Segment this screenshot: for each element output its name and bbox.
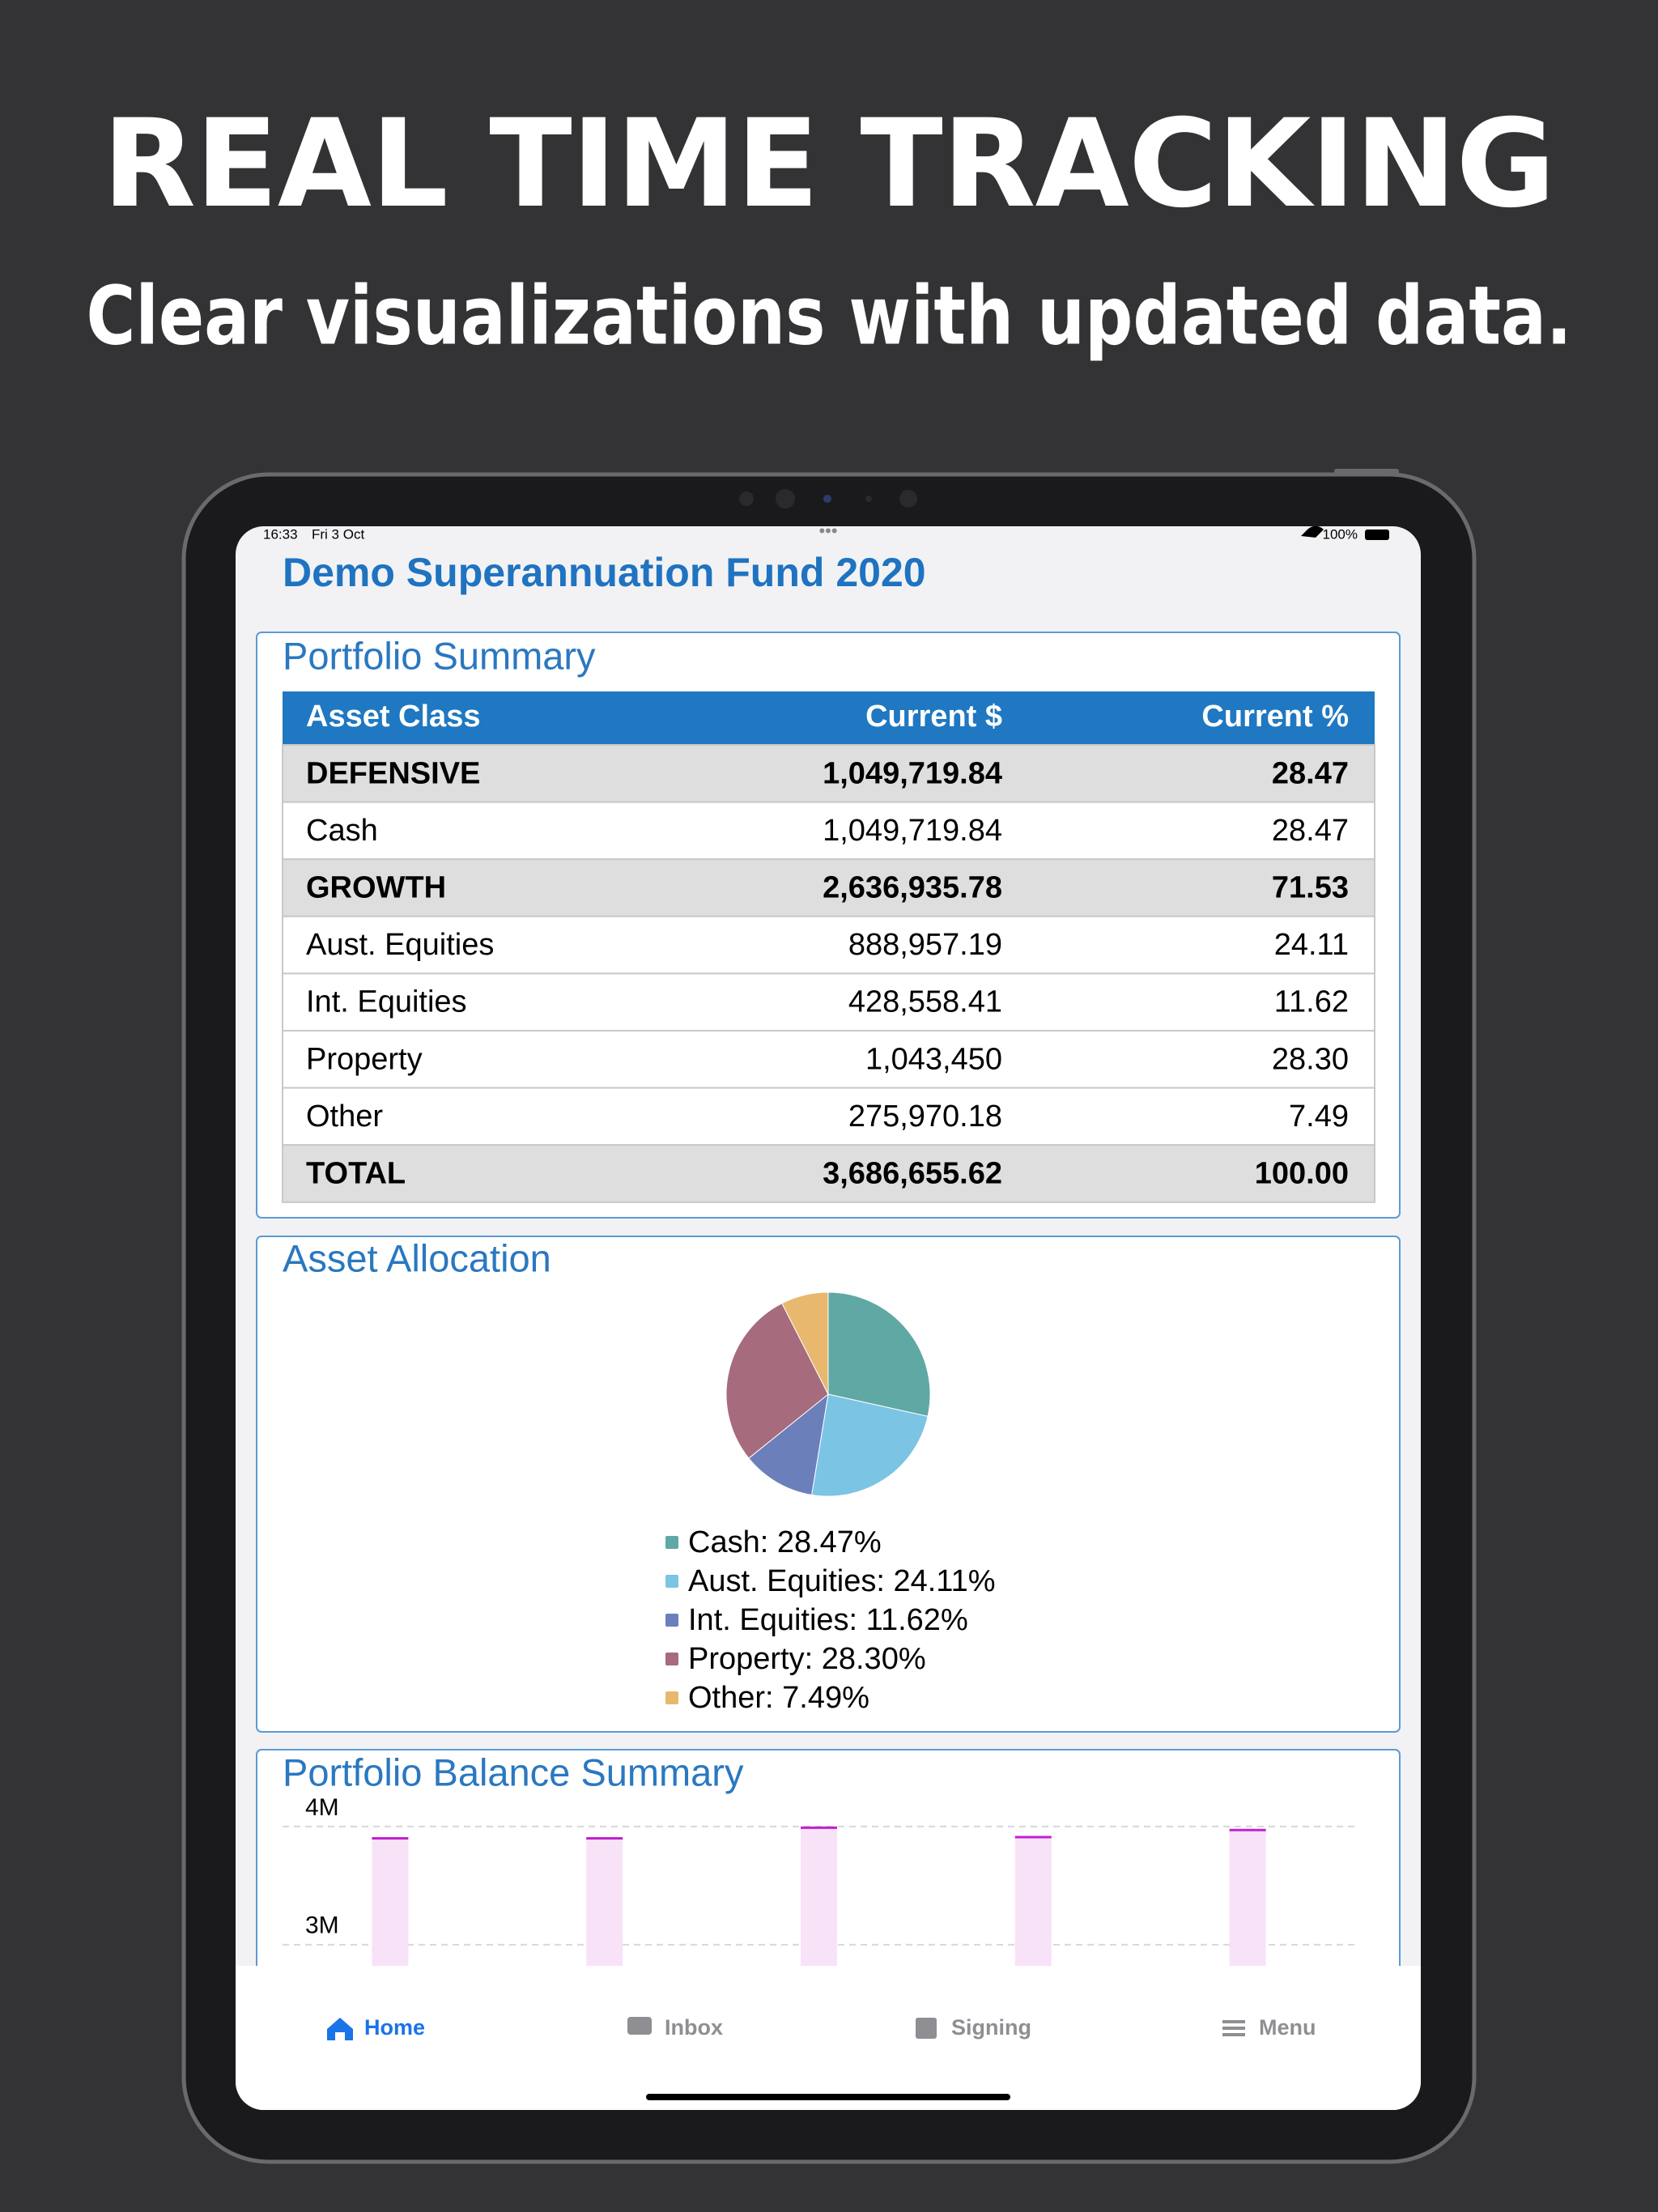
battery-icon: [1365, 530, 1389, 540]
home-icon[interactable]: [327, 2018, 353, 2040]
legend-label: Property: 28.30%: [688, 1642, 926, 1676]
header-subtitle: Clear visualizations with updated data.: [87, 268, 1572, 363]
column-header: Asset Class: [306, 700, 480, 734]
tab-label[interactable]: Home: [364, 2015, 425, 2040]
tab-bar: [236, 1966, 1421, 2110]
status-date: Fri 3 Oct: [312, 526, 364, 542]
table-cell: 100.00: [1255, 1157, 1349, 1191]
status-time: 16:33: [263, 526, 298, 542]
column-header: Current $: [865, 700, 1002, 734]
table-cell: Int. Equities: [306, 985, 467, 1019]
table-cell: GROWTH: [306, 871, 446, 905]
pie-slice: [811, 1393, 929, 1497]
bar: [1229, 1830, 1266, 1968]
signing-icon[interactable]: [916, 2018, 937, 2039]
table-row: [282, 744, 1375, 803]
table-cell: TOTAL: [306, 1157, 406, 1191]
table-cell: Aust. Equities: [306, 928, 494, 962]
legend-marker: [665, 1575, 678, 1588]
table-row: [282, 972, 1375, 1032]
table-cell: 1,049,719.84: [823, 814, 1002, 848]
table-cell: 7.49: [1289, 1100, 1349, 1134]
header-title: REAL TIME TRACKING: [103, 94, 1556, 235]
tab-label[interactable]: Inbox: [665, 2015, 723, 2040]
table-cell: 428,558.41: [848, 985, 1002, 1019]
app-title: Demo Superannuation Fund 2020: [283, 550, 926, 595]
inbox-icon[interactable]: [627, 2017, 652, 2035]
table-row: [282, 1087, 1375, 1146]
table-cell: 2,636,935.78: [823, 871, 1002, 905]
table-cell: 24.11: [1274, 928, 1349, 962]
legend-marker: [665, 1653, 678, 1665]
bar: [1014, 1837, 1052, 1968]
legend-label: Int. Equities: 11.62%: [688, 1603, 968, 1637]
card-title: Portfolio Balance Summary: [283, 1750, 744, 1793]
pie-slice: [748, 1393, 829, 1495]
table-cell: 71.53: [1272, 871, 1349, 905]
table-cell: 3,686,655.62: [823, 1157, 1002, 1191]
column-header: Current %: [1201, 700, 1349, 734]
table-cell: 1,049,719.84: [823, 756, 1002, 790]
table-cell: 11.62: [1274, 985, 1349, 1019]
bar: [586, 1838, 623, 1968]
menu-icon[interactable]: [1222, 2020, 1245, 2036]
table-cell: 1,043,450: [865, 1042, 1002, 1076]
bar: [372, 1838, 409, 1968]
table-row: [282, 1030, 1375, 1089]
table-row: [282, 801, 1375, 861]
table-cell: DEFENSIVE: [306, 756, 480, 790]
table-cell: 275,970.18: [848, 1100, 1002, 1134]
legend-label: Other: 7.49%: [688, 1681, 869, 1715]
legend-label: Cash: 28.47%: [688, 1525, 882, 1559]
y-tick-label: 3M: [305, 1912, 339, 1939]
pie-slice: [781, 1291, 829, 1395]
table-header: [283, 691, 1375, 745]
card-title: Portfolio Summary: [283, 634, 596, 677]
legend-marker: [665, 1536, 678, 1549]
bar: [801, 1827, 837, 1968]
y-tick-label: 4M: [305, 1794, 339, 1821]
tab-label[interactable]: Signing: [951, 2015, 1031, 2040]
table-cell: Property: [306, 1042, 423, 1076]
status-battery: 100%: [1323, 526, 1358, 542]
table-cell: Other: [306, 1100, 383, 1134]
table-cell: 888,957.19: [848, 928, 1002, 962]
table-cell: 28.47: [1272, 814, 1349, 848]
multitask-dots: •••: [818, 521, 837, 541]
legend-marker: [665, 1614, 678, 1627]
table-cell: 28.30: [1272, 1042, 1349, 1076]
table-row: [282, 915, 1375, 975]
pie-slice: [725, 1303, 829, 1459]
home-indicator: [646, 2094, 1010, 2100]
pie-slice: [827, 1291, 931, 1417]
camera: [739, 489, 917, 508]
table-cell: Cash: [306, 814, 378, 848]
tab-label[interactable]: Menu: [1259, 2015, 1316, 2040]
table-cell: 28.47: [1272, 756, 1349, 790]
legend-label: Aust. Equities: 24.11%: [688, 1564, 996, 1598]
card-title: Asset Allocation: [283, 1236, 551, 1279]
legend-marker: [665, 1691, 678, 1704]
wifi-icon: [1301, 526, 1324, 538]
table-row: [282, 1144, 1375, 1203]
device-button: [1334, 469, 1399, 475]
